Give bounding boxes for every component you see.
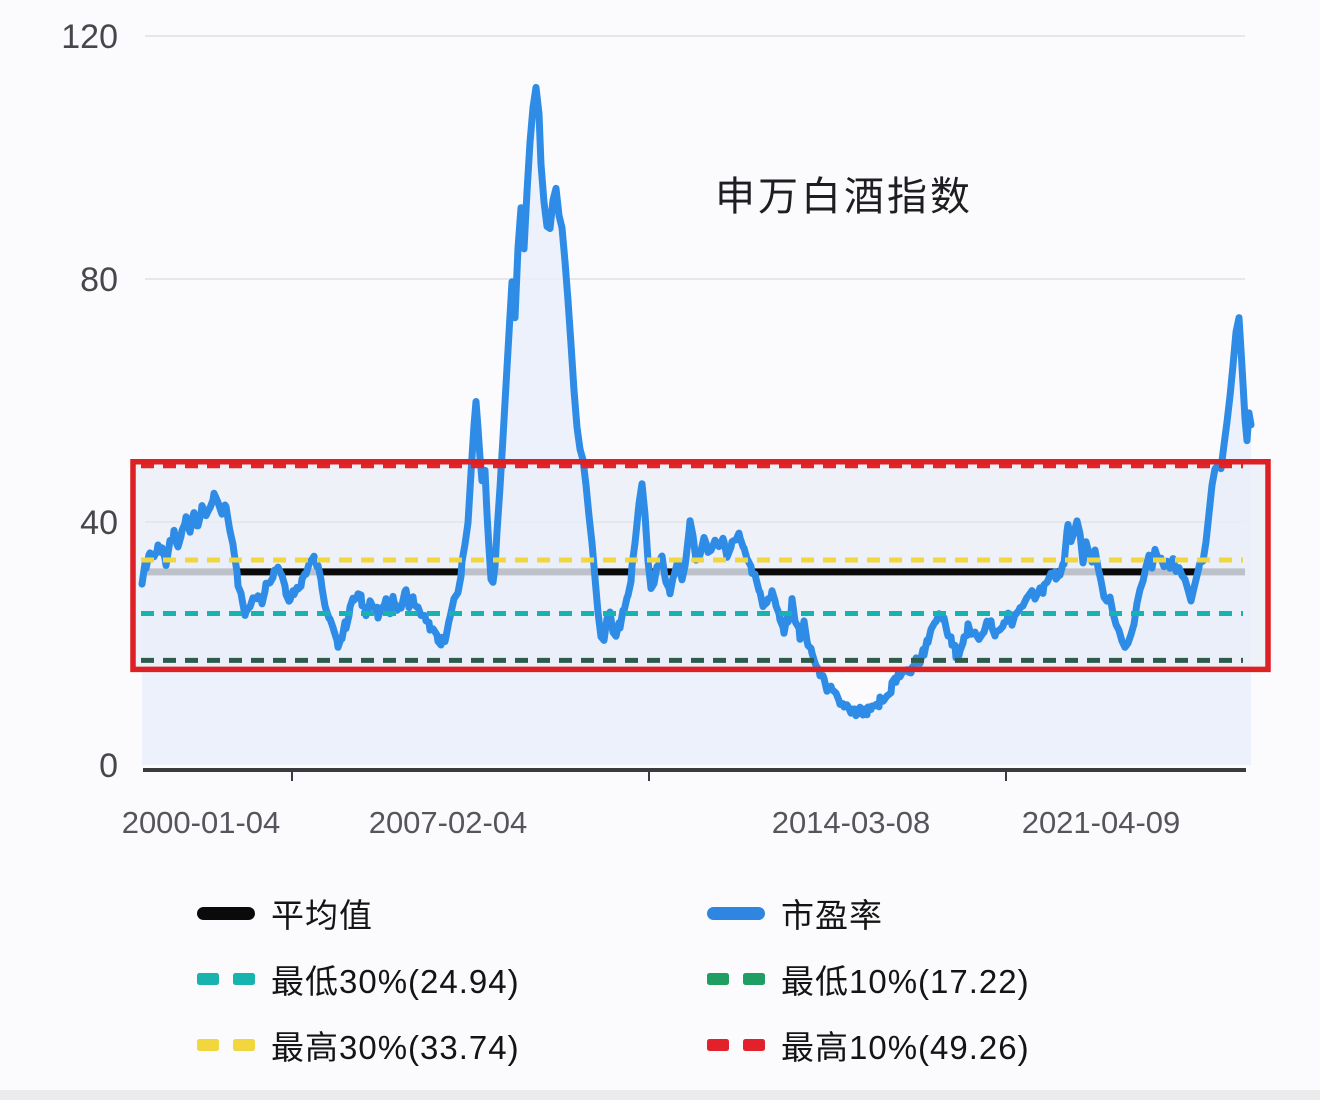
pe-area-fill [142, 87, 1251, 765]
x-axis-label: 2021-04-09 [1022, 805, 1181, 840]
legend-swatch-solid [197, 906, 255, 920]
legend-label-low10: 最低10%(17.22) [781, 963, 1030, 1000]
legend-marker-average [197, 906, 255, 920]
legend-label-low30: 最低30%(24.94) [271, 963, 520, 1000]
y-axis-label: 0 [99, 747, 118, 785]
legend-label-pe-ratio: 市盈率 [781, 897, 883, 934]
legend-marker-pe-ratio [707, 906, 765, 920]
chart-legend: 平均值 市盈率 最低30%(24.94) 最低10%(17.22) 最高30%(… [197, 880, 1030, 1078]
chart-title-annotation: 申万白酒指数 [715, 175, 973, 219]
x-axis-label: 2014-03-08 [772, 805, 931, 840]
legend-item-low10[interactable]: 最低10%(17.22) [707, 955, 1030, 1003]
legend-item-average[interactable]: 平均值 [197, 889, 707, 937]
legend-swatch-dash [233, 973, 255, 985]
legend-label-high30: 最高30%(33.74) [271, 1029, 520, 1066]
legend-item-high30[interactable]: 最高30%(33.74) [197, 1021, 707, 1069]
legend-swatch-solid [707, 906, 765, 920]
legend-swatch-dash [197, 1039, 219, 1051]
legend-marker-high30 [197, 1039, 255, 1051]
legend-swatch-dash [707, 1039, 729, 1051]
x-axis-label: 2007-02-04 [369, 805, 528, 840]
x-axis-label: 2000-01-04 [122, 805, 281, 840]
legend-marker-high10 [707, 1039, 765, 1051]
legend-item-high10[interactable]: 最高10%(49.26) [707, 1021, 1030, 1069]
legend-swatch-dash [233, 1039, 255, 1051]
highlight-box [130, 458, 1271, 673]
chart-area: 0 40 80 120 2000-01-04 2007-02-04 2014-03-08 20… [61, 18, 1271, 840]
legend-item-low30[interactable]: 最低30%(24.94) [197, 955, 707, 1003]
y-axis-label: 120 [61, 18, 118, 56]
pe-line [138, 83, 1255, 720]
y-axis-label: 80 [80, 261, 118, 299]
legend-swatch-dash [197, 973, 219, 985]
legend-label-high10: 最高10%(49.26) [781, 1029, 1030, 1066]
bottom-divider [0, 1090, 1320, 1100]
y-axis-label: 40 [80, 504, 118, 542]
pe-chart-svg: 0 40 80 120 2000-01-04 2007-02-04 2014-03-08 20… [61, 18, 1271, 840]
legend-swatch-dash [743, 973, 765, 985]
legend-swatch-dash [743, 1039, 765, 1051]
legend-label-average: 平均值 [271, 897, 373, 934]
legend-item-pe-ratio[interactable]: 市盈率 [707, 889, 1030, 937]
legend-marker-low30 [197, 973, 255, 985]
legend-swatch-dash [707, 973, 729, 985]
legend-marker-low10 [707, 973, 765, 985]
